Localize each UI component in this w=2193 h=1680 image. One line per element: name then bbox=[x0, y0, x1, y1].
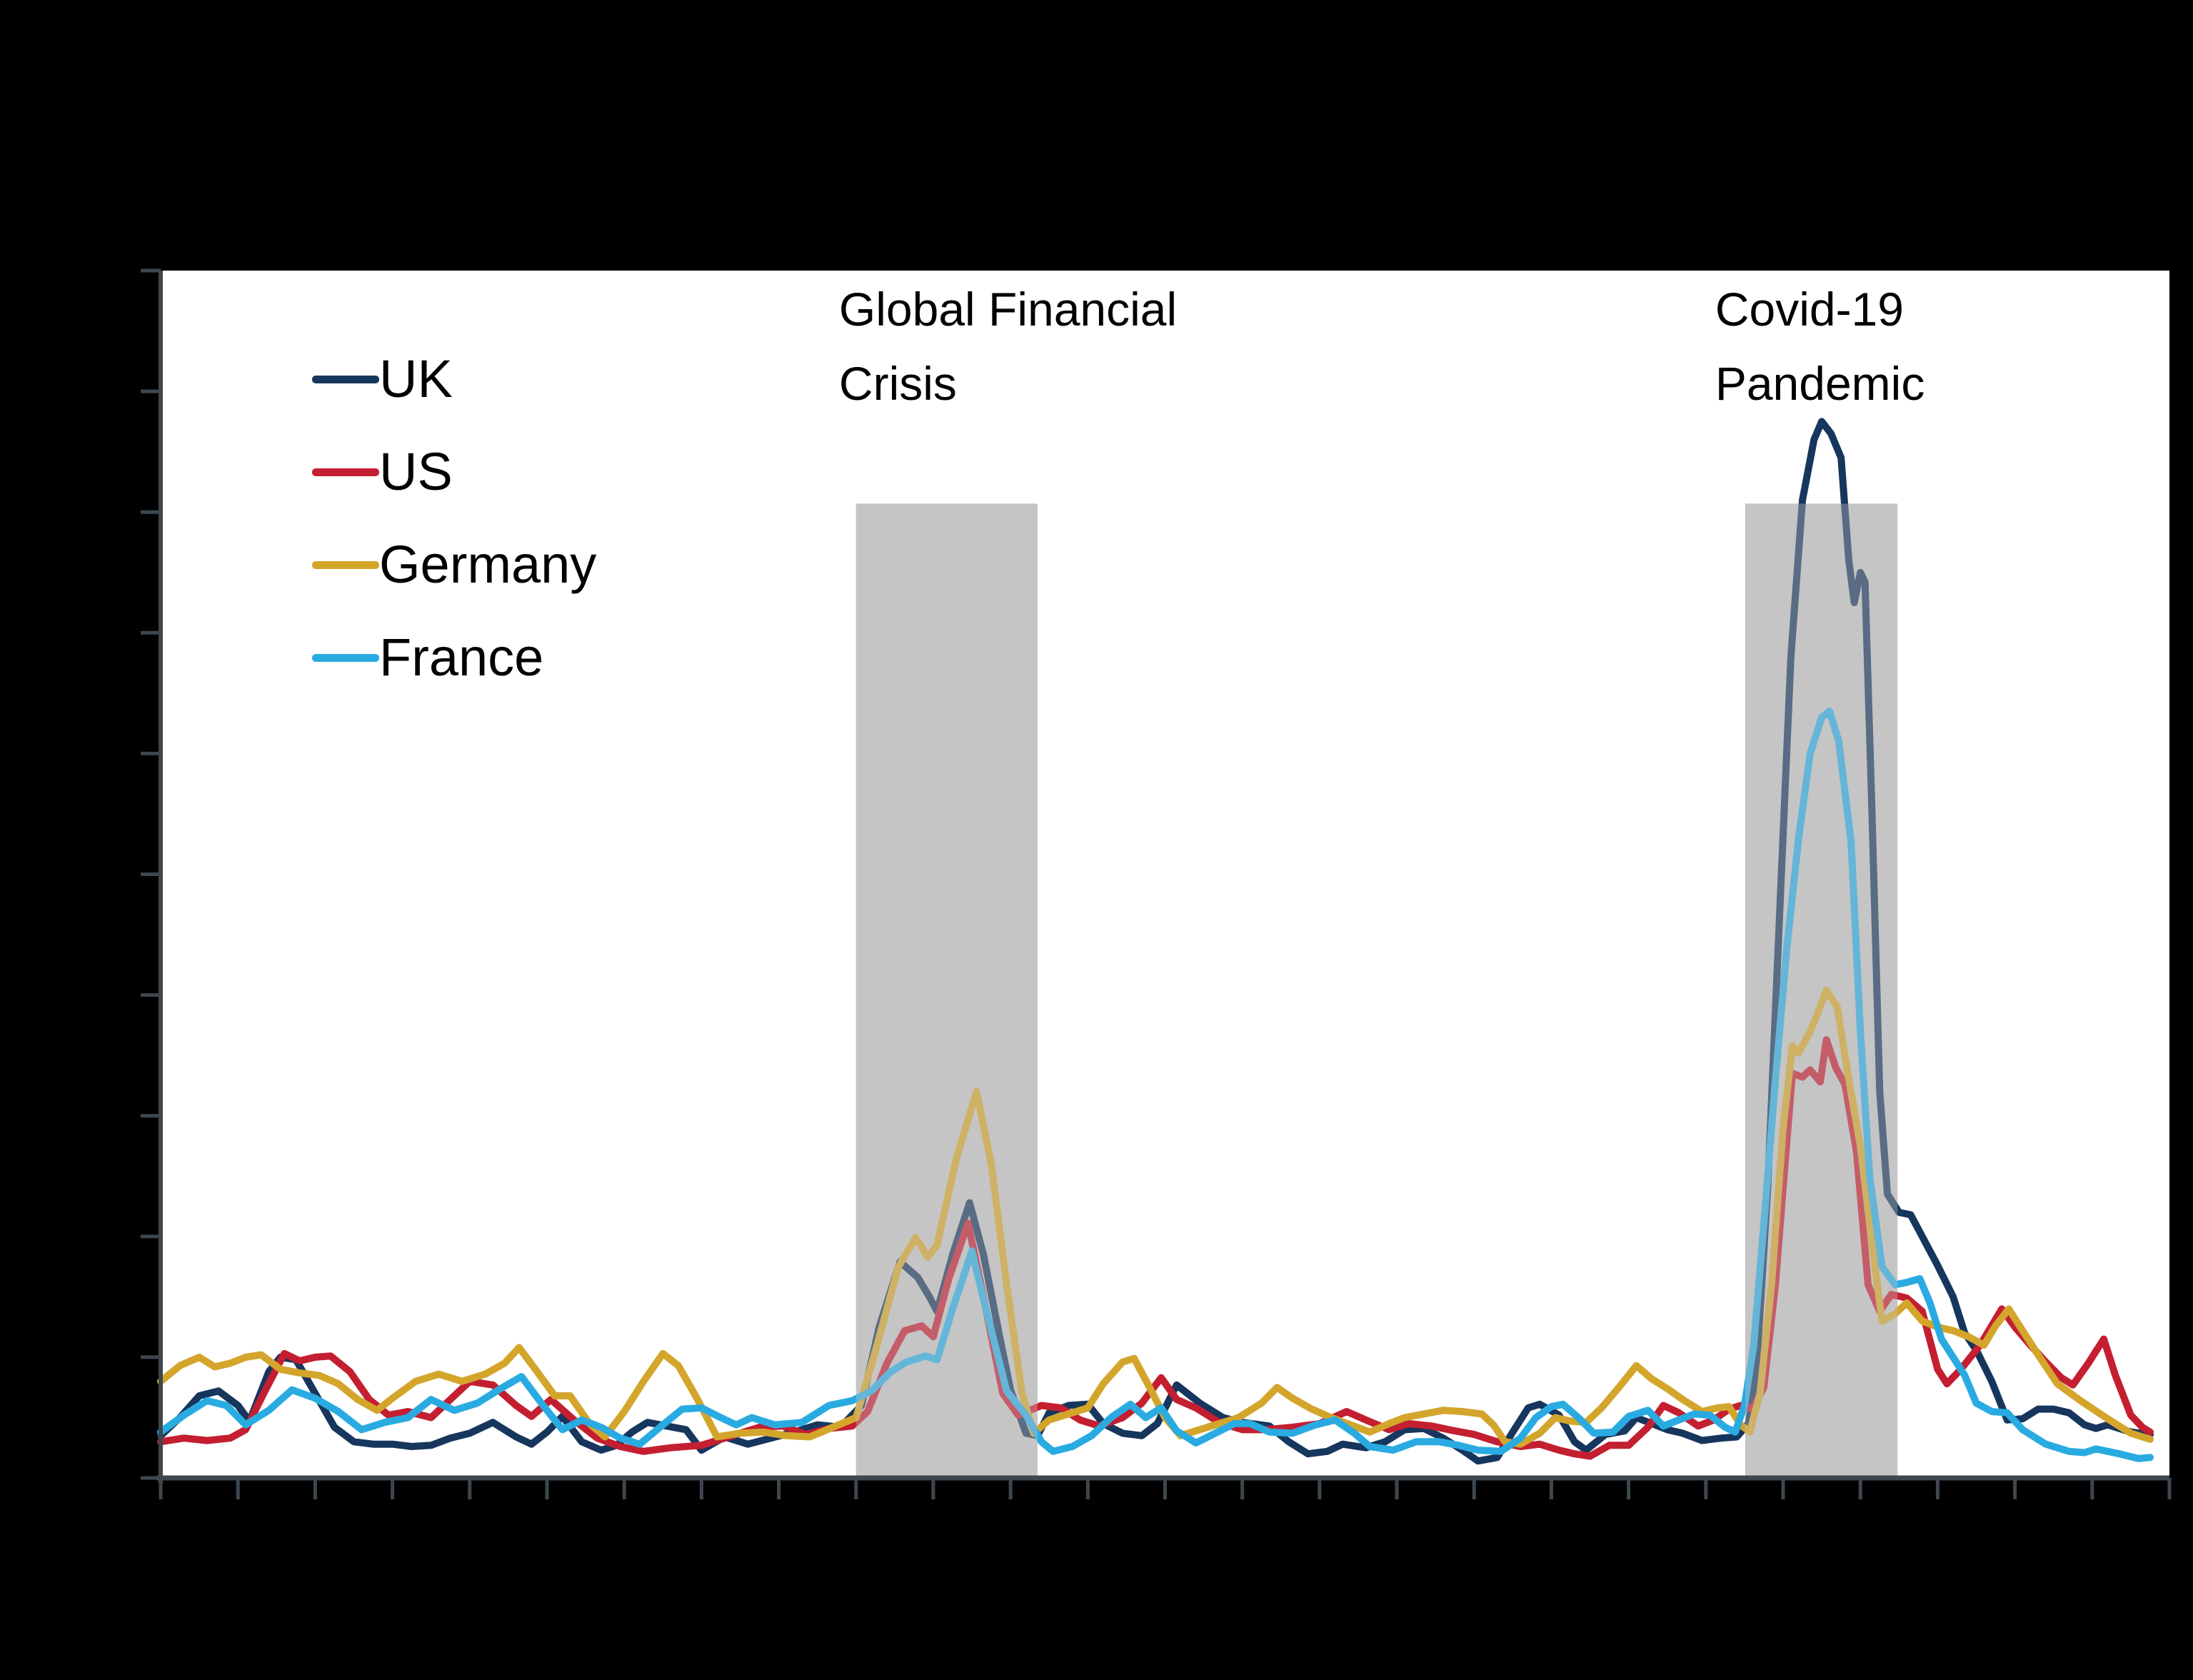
legend-label-us: US bbox=[379, 442, 453, 501]
y-axis-label-0: 0 bbox=[113, 1455, 139, 1508]
legend-swatch-us-icon bbox=[312, 468, 379, 476]
legend-item-uk: UK bbox=[312, 353, 596, 406]
chart-subtitle: 12 month rolling std. deviation bbox=[41, 136, 762, 197]
y-axis-label-4: 4 bbox=[113, 972, 139, 1025]
source-attribution: Source: Oxford Economics bbox=[39, 1599, 651, 1656]
y-axis-label-8: 8 bbox=[113, 489, 139, 543]
legend-label-germany: Germany bbox=[379, 535, 597, 594]
legend: UK US Germany France bbox=[312, 353, 596, 684]
y-axis-label-10: 10 bbox=[86, 248, 139, 301]
series-line-france bbox=[157, 708, 2154, 1462]
y-axis-label-6: 6 bbox=[113, 730, 139, 784]
x-axis-label-2002: 2002 bbox=[340, 1509, 445, 1561]
legend-swatch-uk-icon bbox=[312, 375, 379, 383]
shaded-band-overlay-covid bbox=[1745, 503, 1898, 1478]
legend-item-us: US bbox=[312, 446, 596, 498]
y-axis-label-9: 9 bbox=[113, 368, 139, 422]
legend-swatch-germany-icon bbox=[312, 560, 379, 569]
annotation-covid-19-pandemic: Covid-19 Pandemic bbox=[1715, 283, 1925, 410]
chart-title: Chart 4: Average one year ahead forecast… bbox=[41, 35, 1746, 110]
x-axis-label-2011: 2011 bbox=[1037, 1509, 1139, 1561]
legend-label-france: France bbox=[379, 628, 544, 687]
x-axis-label-2023: 2023 bbox=[1962, 1509, 2068, 1561]
x-axis-label-2005: 2005 bbox=[571, 1509, 677, 1561]
x-axis-label-2017: 2017 bbox=[1499, 1509, 1604, 1561]
x-axis-label-2008: 2008 bbox=[803, 1509, 909, 1561]
legend-swatch-france-icon bbox=[312, 653, 379, 662]
x-axis-label-1999: 1999 bbox=[108, 1509, 214, 1561]
shaded-band-overlay-gfc bbox=[855, 503, 1038, 1478]
x-axis-label-2014: 2014 bbox=[1267, 1509, 1372, 1561]
y-axis-label-2: 2 bbox=[113, 1213, 139, 1267]
series-line-germany bbox=[157, 986, 2154, 1448]
legend-item-france: France bbox=[312, 631, 596, 684]
x-axis-label-2020: 2020 bbox=[1730, 1509, 1836, 1561]
legend-label-uk: UK bbox=[379, 349, 453, 408]
y-axis-label-7: 7 bbox=[113, 610, 139, 663]
legend-item-germany: Germany bbox=[312, 538, 596, 591]
y-axis-label-3: 3 bbox=[113, 1092, 139, 1146]
y-axis-label-5: 5 bbox=[113, 851, 139, 905]
y-axis-label-1: 1 bbox=[113, 1334, 139, 1387]
annotation-global-financial-crisis: Global Financial Crisis bbox=[838, 283, 1178, 410]
